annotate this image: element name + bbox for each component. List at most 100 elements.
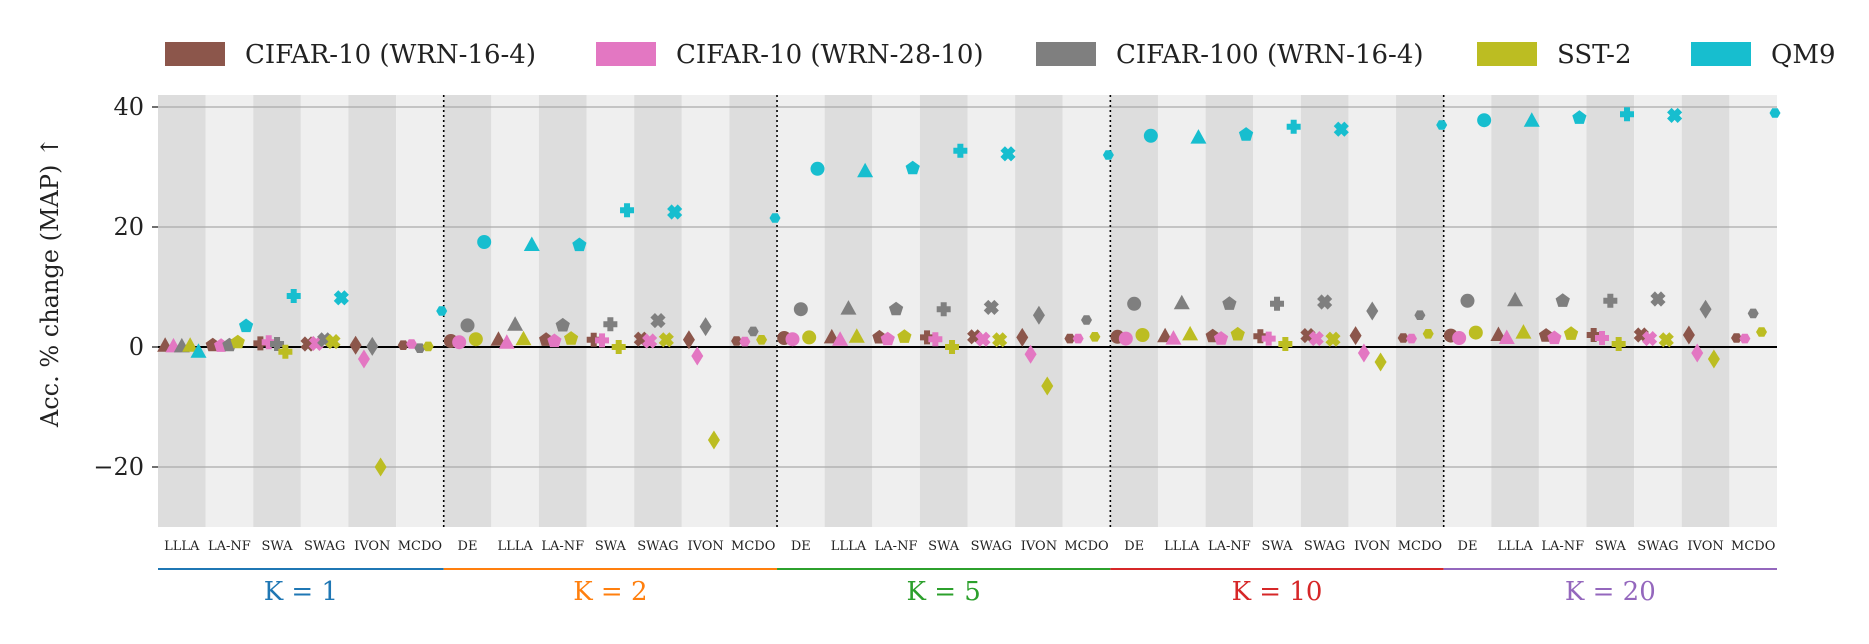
data-point-cifar-10-wrn-28-10-: [1642, 331, 1658, 347]
data-point-cifar-10-wrn-28-10-: [498, 334, 515, 349]
data-point-qm9: [953, 143, 968, 158]
data-point-qm9-shape: [1667, 107, 1683, 123]
method-label: MCDO: [1731, 539, 1775, 554]
method-label: SWAG: [637, 539, 678, 554]
data-point-sst-2: [1325, 331, 1341, 347]
data-point-sst-2: [468, 332, 483, 347]
data-point-sst-2: [611, 340, 626, 354]
data-point-cifar-100-wrn-16-4-: [1081, 315, 1092, 325]
data-point-cifar-100-wrn-16-4--shape: [650, 313, 666, 329]
column-stripe: [1300, 95, 1349, 527]
legend-label: CIFAR-100 (WRN-16-4): [1116, 40, 1424, 70]
data-point-sst-2-shape: [992, 332, 1008, 348]
method-label: IVON: [687, 539, 723, 554]
data-point-cifar-10-wrn-28-10-: [547, 333, 562, 348]
data-point-sst-2: [1563, 326, 1579, 340]
data-point-cifar-10-wrn-28-10-: [1024, 344, 1037, 364]
data-point-cifar-100-wrn-16-4-: [1650, 291, 1666, 307]
method-label: DE: [1458, 539, 1478, 554]
data-point-cifar-10-wrn-28-10-: [1406, 333, 1417, 344]
column-stripe: [158, 95, 206, 527]
data-point-cifar-10-wrn-28-10-: [1547, 330, 1562, 345]
column-stripe: [729, 95, 778, 527]
method-label: DE: [1124, 539, 1144, 554]
method-label: LA-NF: [875, 539, 918, 554]
group-label: K = 10: [1232, 577, 1323, 607]
method-label: IVON: [1021, 539, 1057, 554]
data-point-qm9: [1102, 150, 1114, 160]
data-point-qm9: [477, 235, 492, 249]
data-point-cifar-100-wrn-16-4-: [840, 300, 857, 315]
data-point-qm9: [1286, 119, 1301, 134]
data-point-cifar-100-wrn-16-4-: [1270, 296, 1285, 311]
data-point-cifar-100-wrn-16-4-: [888, 301, 904, 316]
data-point-cifar-100-wrn-16-4-: [936, 302, 951, 317]
data-point-sst-2: [707, 430, 720, 450]
data-point-qm9: [1769, 108, 1781, 118]
data-point-cifar-10-wrn-28-10-: [1498, 329, 1515, 344]
y-axis-label: Acc. % change (MAP) ↑: [36, 137, 64, 428]
data-point-cifar-100-wrn-16-4-: [460, 318, 475, 333]
method-label: SWAG: [304, 539, 345, 554]
data-point-sst-2: [1182, 325, 1199, 341]
data-point-sst-2: [802, 330, 817, 345]
data-point-cifar-100-wrn-16-4--shape: [1650, 291, 1666, 307]
data-point-cifar-100-wrn-16-4-: [1222, 296, 1237, 310]
data-point-sst-2-shape: [1325, 331, 1341, 347]
data-point-cifar-100-wrn-16-4-: [366, 336, 379, 356]
data-point-cifar-10-wrn-28-10--shape: [1308, 331, 1324, 347]
legend-swatch: [1036, 42, 1096, 66]
method-label: MCDO: [1398, 539, 1442, 554]
column-stripe: [1491, 95, 1539, 527]
data-point-sst-2: [1756, 327, 1767, 337]
data-point-sst-2: [374, 457, 387, 477]
data-point-cifar-10-wrn-16-4-: [1586, 328, 1601, 342]
method-label: LLLA: [1497, 539, 1533, 554]
data-point-qm9: [1436, 120, 1448, 130]
data-point-qm9: [1238, 127, 1254, 141]
data-point-qm9: [572, 237, 587, 252]
method-label: MCDO: [1064, 539, 1108, 554]
data-point-cifar-10-wrn-28-10-: [642, 333, 658, 349]
data-point-cifar-10-wrn-16-4-: [1349, 326, 1362, 346]
column-stripe: [1634, 95, 1682, 527]
data-point-qm9: [190, 343, 207, 358]
column-stripe: [681, 95, 730, 527]
data-point-cifar-100-wrn-16-4-: [1366, 301, 1379, 321]
data-point-cifar-10-wrn-28-10-: [1357, 343, 1370, 363]
data-point-sst-2: [848, 328, 865, 343]
data-point-cifar-10-wrn-28-10-: [1118, 331, 1133, 346]
data-point-cifar-10-wrn-28-10-: [261, 335, 276, 350]
column-stripe: [253, 95, 301, 527]
data-point-sst-2: [564, 331, 579, 345]
data-point-cifar-100-wrn-16-4-: [603, 317, 618, 332]
legend: CIFAR-10 (WRN-16-4) CIFAR-10 (WRN-28-10) C…: [165, 40, 1835, 70]
method-label: SWA: [262, 539, 294, 554]
data-point-sst-2: [325, 334, 341, 350]
data-point-cifar-100-wrn-16-4-: [1603, 293, 1618, 308]
data-point-cifar-10-wrn-16-4-: [1253, 329, 1268, 344]
method-label: LA-NF: [1541, 539, 1584, 554]
data-point-qm9-shape: [333, 290, 349, 306]
column-stripe: [443, 95, 492, 527]
data-point-sst-2-shape: [325, 334, 341, 350]
data-point-sst-2: [1374, 352, 1387, 372]
data-point-cifar-10-wrn-28-10-: [928, 332, 943, 347]
data-point-qm9: [810, 161, 825, 176]
data-point-cifar-10-wrn-28-10--shape: [642, 333, 658, 349]
data-point-sst-2: [1658, 332, 1674, 348]
data-point-qm9: [1620, 107, 1635, 122]
data-point-cifar-10-wrn-16-4-: [1064, 333, 1076, 344]
data-point-cifar-10-wrn-16-4-: [253, 336, 268, 351]
data-point-cifar-100-wrn-16-4--shape: [983, 299, 999, 315]
data-point-cifar-100-wrn-16-4-: [1032, 305, 1045, 325]
method-label: DE: [458, 539, 478, 554]
data-point-cifar-10-wrn-28-10-: [691, 346, 704, 366]
data-point-cifar-10-wrn-16-4-: [349, 335, 362, 355]
legend-label: CIFAR-10 (WRN-28-10): [676, 40, 984, 70]
plot-area: 40 20 0 −20 K = 1 LLLA LA-NF SWA SWAG IVON MCDO K =…: [93, 93, 1781, 607]
data-point-cifar-100-wrn-16-4-: [1555, 293, 1570, 307]
data-point-sst-2: [1707, 349, 1720, 369]
data-point-sst-2: [278, 344, 293, 359]
data-point-sst-2: [1515, 324, 1532, 339]
